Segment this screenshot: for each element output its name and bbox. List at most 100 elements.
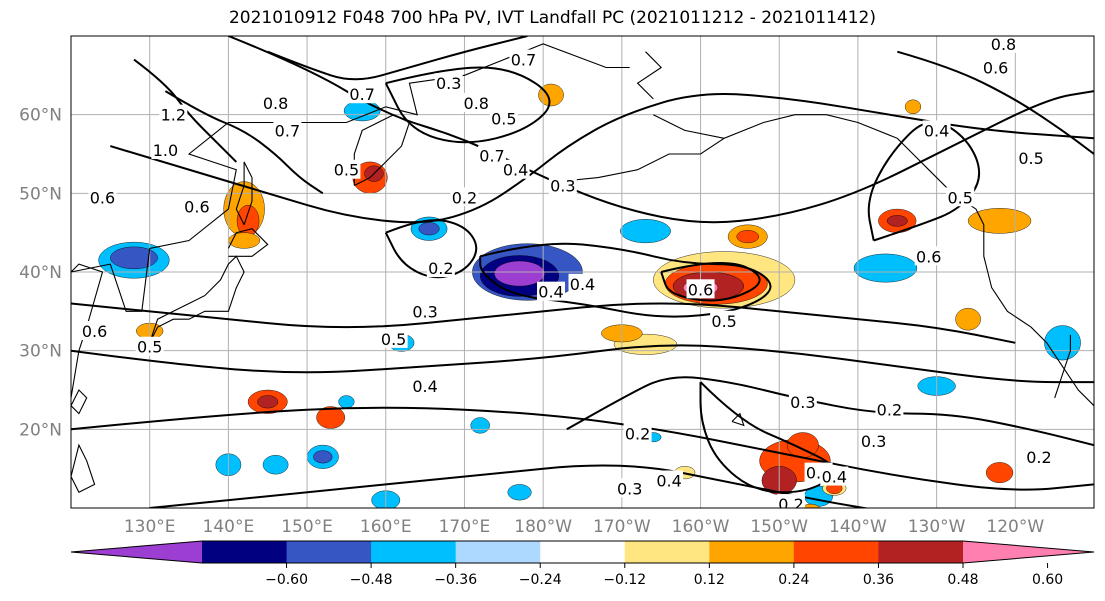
anomaly-patch [853, 253, 918, 283]
contour-label: 0.2 [1026, 448, 1051, 467]
contour-label-bg [686, 279, 715, 299]
baja-coastline [1054, 334, 1071, 399]
colorbar-segment [624, 541, 710, 563]
contour-label: 0.6 [90, 188, 115, 207]
anomaly-patch [262, 455, 289, 475]
contour-label-bg [820, 466, 849, 486]
anomaly-patch [228, 232, 261, 249]
contour-label: 0.8 [991, 35, 1016, 54]
contour-label: 0.4 [656, 471, 681, 490]
contour-label-bg [946, 187, 975, 207]
taiwan-coastline [71, 389, 88, 415]
contour-label-bg [135, 336, 164, 356]
contour-label: 0.3 [861, 432, 886, 451]
contour-label-bg [348, 84, 377, 104]
contour-label-bg [788, 391, 817, 411]
contour-label-bg [623, 423, 652, 443]
anomaly-patch [470, 417, 490, 434]
contour-0.7 [228, 36, 1094, 224]
contour-label: 0.7 [275, 121, 300, 140]
contour-label: 0.5 [381, 330, 406, 349]
contour-0.4 [71, 344, 1094, 384]
anomaly-patch [257, 395, 279, 409]
anomaly-patch [110, 246, 158, 270]
alaska-west-coast [636, 51, 663, 100]
colorbar-tick-label: −0.60 [265, 572, 308, 588]
contour-label: 0.8 [464, 94, 489, 113]
colorbar-segment [793, 541, 879, 563]
contour-label: 0.4 [924, 121, 949, 140]
contour-label-bg [981, 57, 1010, 77]
colorbar-segment [455, 541, 541, 563]
contour-label: 0.4 [412, 377, 437, 396]
contour-label-bg [489, 108, 518, 128]
anomaly-fill-layer [98, 83, 1081, 508]
colorbar-max-tip [963, 541, 1094, 563]
contour-label: 0.5 [711, 312, 736, 331]
lon-label: 130°W [908, 517, 966, 537]
contour-label: 0.2 [428, 259, 453, 278]
contour-label-bg [462, 92, 491, 112]
contour-label-bg [379, 328, 408, 348]
lon-label: 150°E [281, 517, 333, 537]
contour-label-bg [710, 310, 739, 330]
contour-0.4-gulf [867, 121, 981, 242]
contour-label-bg [501, 159, 530, 179]
colorbar-segment [371, 541, 457, 563]
contour-layer [71, 36, 1094, 508]
colorbar-outline [70, 540, 1095, 564]
contour-label: 0.4 [570, 275, 595, 294]
contour-label: 0.5 [137, 338, 162, 357]
lat-label: 50°N [19, 184, 62, 204]
colorbar: −0.60 −0.48 −0.36 −0.24 −0.12 0.12 0.24 0.36 0.4… [70, 540, 1095, 588]
anomaly-patch [538, 83, 564, 107]
map-panel: 0.30.8 0.70.71.21.00.6 0.60.50.20.20.40.30… [71, 35, 1094, 508]
colorbar-tick-label: 0.60 [1032, 572, 1063, 588]
contour-0.8-north [384, 66, 551, 144]
colorbar-tick-label: 0.36 [863, 572, 894, 588]
contour-label-bg [426, 258, 455, 278]
contour-label: 0.3 [790, 393, 815, 412]
anomaly-patch [338, 395, 355, 409]
contour-0.3-south [699, 381, 834, 494]
lon-label: 150°W [750, 517, 808, 537]
colorbar-segment [540, 541, 626, 563]
contour-label: 0.4 [822, 468, 847, 487]
colorbar-tick-label: −0.36 [434, 572, 477, 588]
contour-label-bg [88, 187, 117, 207]
lat-label: 60°N [19, 106, 62, 126]
colorbar-tick-label: −0.12 [603, 572, 646, 588]
colorbar-tick-label: 0.48 [947, 572, 978, 588]
contour-label-bg [411, 301, 440, 321]
lat-label: 20°N [19, 420, 62, 440]
luzon-coastline [71, 443, 96, 494]
contour-0.3-north [267, 36, 528, 81]
colorbar-tick-label: 0.24 [778, 572, 809, 588]
contour-label: 0.2 [452, 188, 477, 207]
colorbar-tick-label: −0.24 [519, 572, 562, 588]
contour-label: 0.6 [184, 198, 209, 217]
anomaly-patch [886, 215, 908, 227]
contour-label: 0.8 [263, 94, 288, 113]
contour-label-bg [655, 470, 684, 490]
anomaly-patch [494, 260, 545, 287]
contour-label-layer: 0.30.8 0.70.71.21.00.6 0.60.50.20.20.40.30… [80, 35, 1053, 508]
map-title: 2021010912 F048 700 hPa PV, IVT Landfall… [228, 8, 876, 28]
contour-1.0 [164, 90, 324, 195]
lon-label: 130°E [124, 517, 176, 537]
hawaii-islands [731, 412, 745, 427]
contour-label-bg [568, 273, 597, 293]
anomaly-patch [620, 219, 671, 244]
lon-label: 140°W [829, 517, 887, 537]
contour-label: 1.0 [153, 141, 178, 160]
contour-label: 0.2 [625, 424, 650, 443]
lon-label: 120°W [986, 517, 1044, 537]
aleutian-chain [558, 137, 725, 183]
contour-label: 0.6 [983, 58, 1008, 77]
contour-label-bg [537, 281, 566, 301]
contour-label: 0.6 [688, 280, 713, 299]
lon-label: 170°W [593, 517, 651, 537]
anomaly-patch [736, 230, 759, 244]
contour-label-bg [450, 187, 479, 207]
japan-coastline [149, 255, 245, 344]
